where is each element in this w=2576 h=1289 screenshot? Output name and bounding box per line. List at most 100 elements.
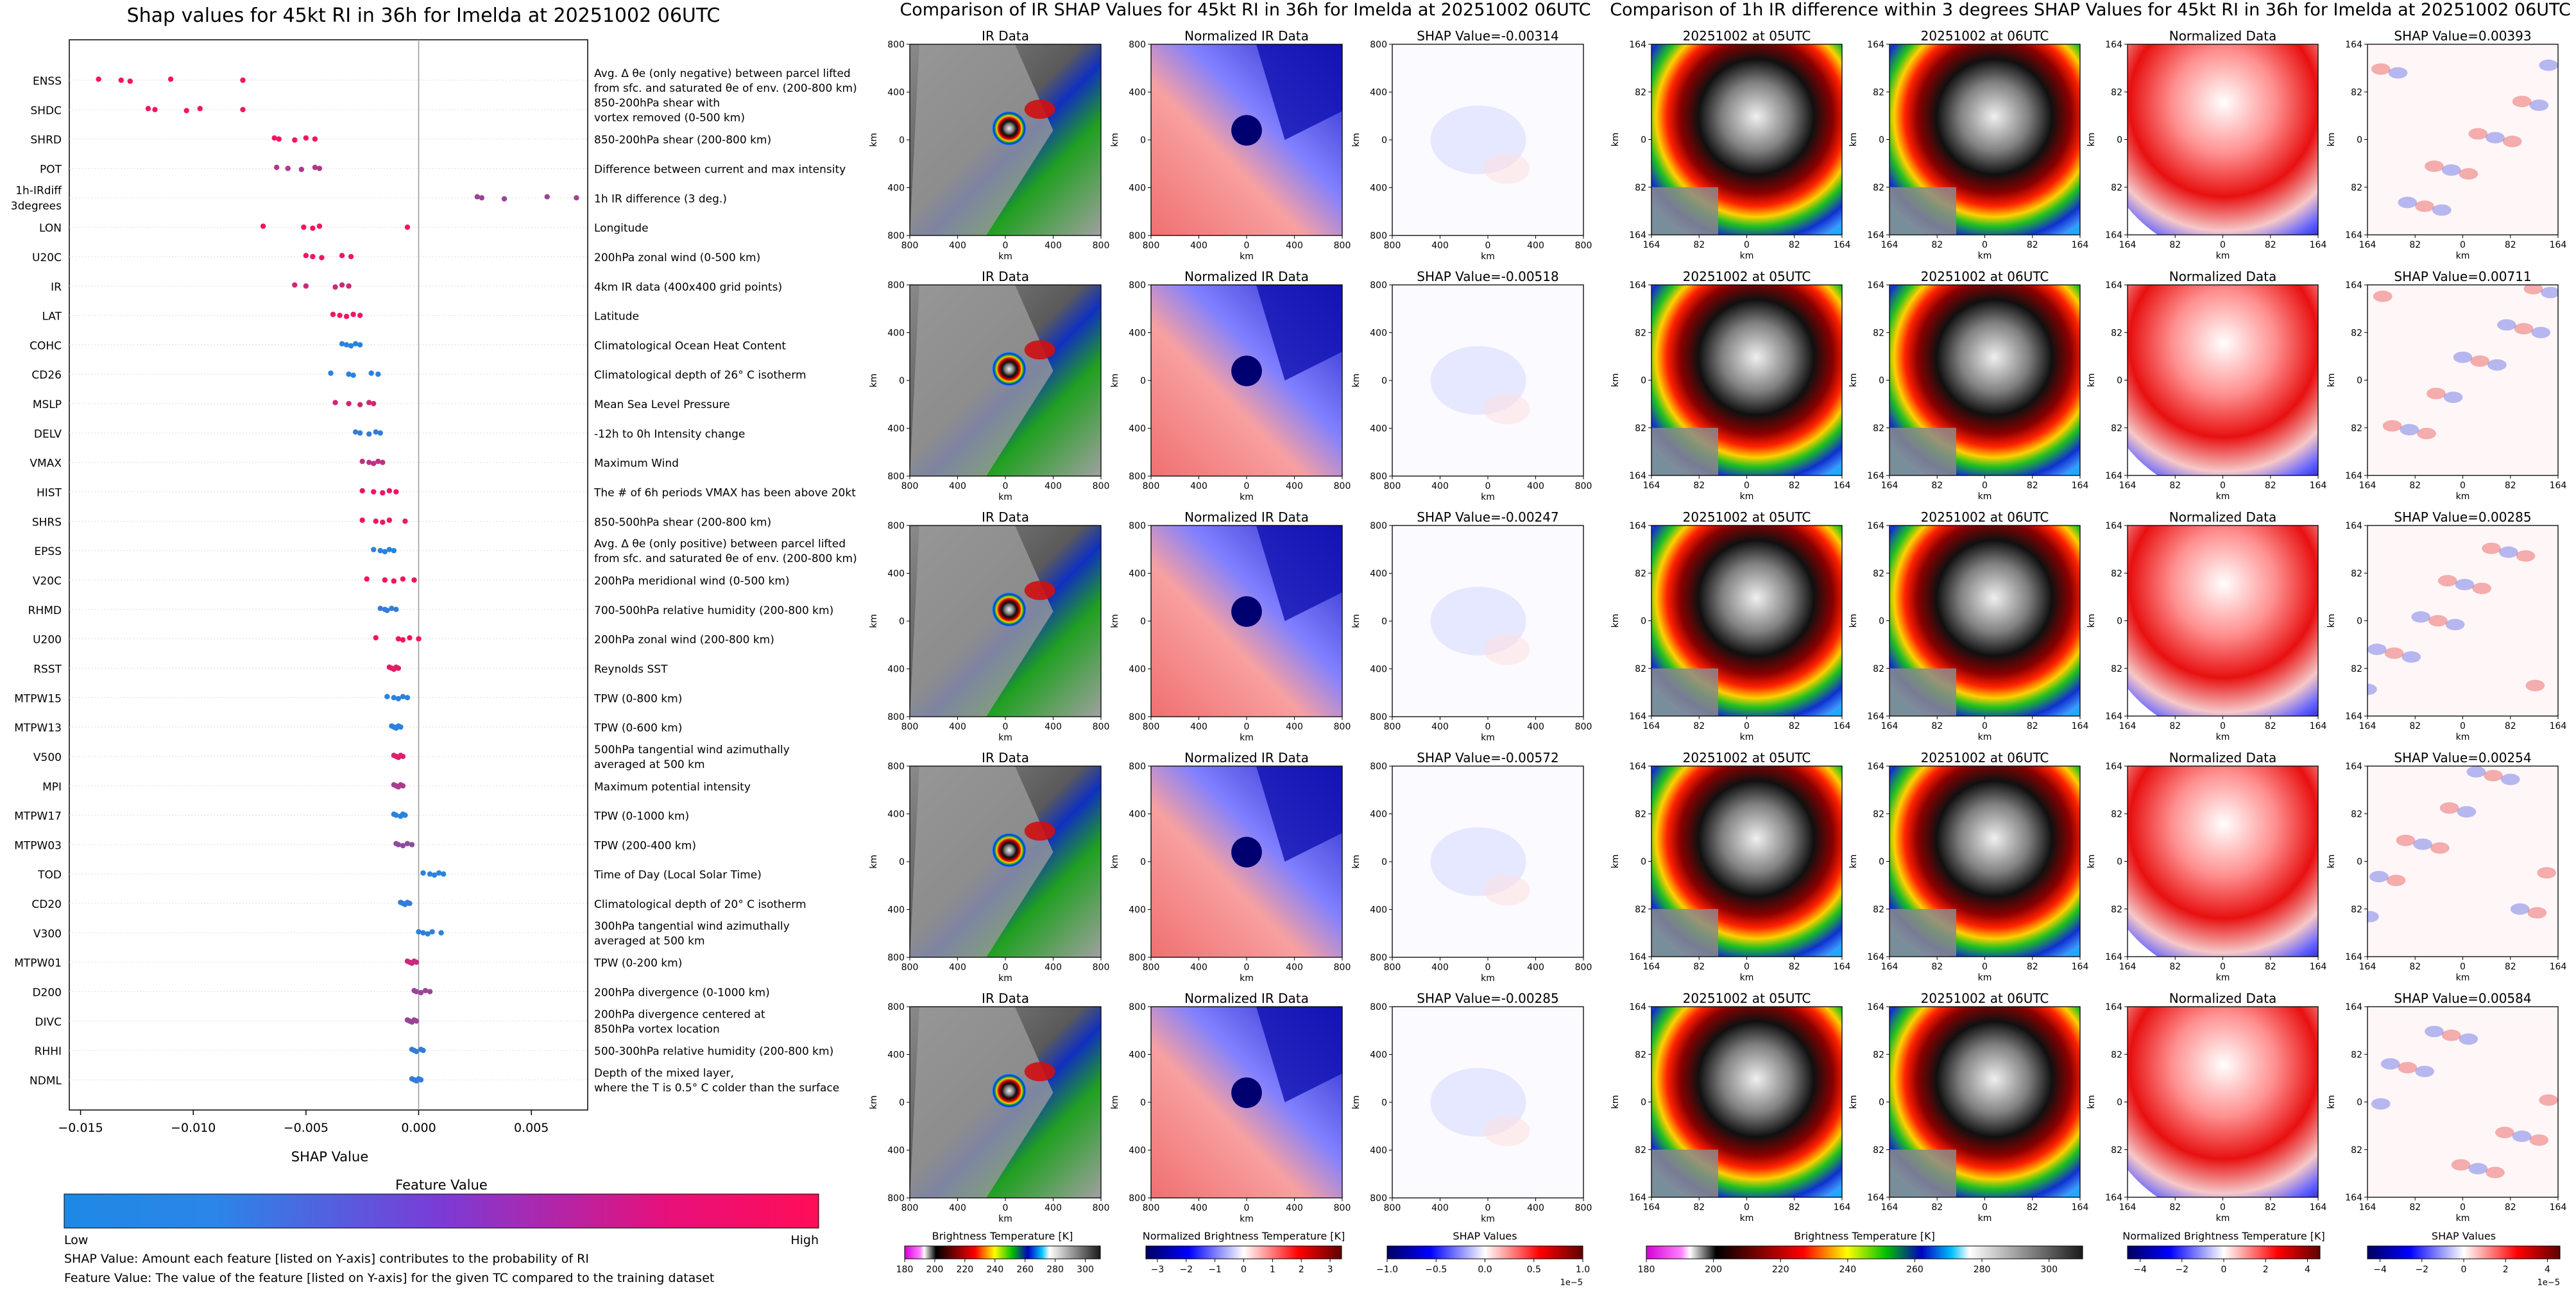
colorbar: SHAP Values −4 −2 0 2 4 1e−5 (2367, 1230, 2561, 1288)
y-axis-label: km (1610, 1095, 1621, 1109)
y-tick-label: 82 (1635, 423, 1646, 434)
shap-point (339, 253, 345, 259)
x-tick-label: 164 (2310, 481, 2327, 491)
y-tick-label: 82 (2111, 1050, 2122, 1060)
x-tick-label: −0.015 (58, 1121, 103, 1135)
shap-point (413, 959, 420, 965)
shap-point (352, 429, 359, 435)
y-tick-label: 800 (1370, 712, 1387, 722)
x-tick-label: 164 (2359, 1202, 2376, 1213)
y-tick-label: 164 (1629, 521, 1646, 531)
shap-value-note: SHAP Value: Amount each feature [listed … (64, 1252, 589, 1266)
y-axis-label: km (2326, 133, 2337, 147)
y-tick-label: 400 (1129, 88, 1146, 98)
shap-point (382, 577, 388, 583)
heatmap-panel: 20251002 at 05UTC1641648282008282164164k… (1610, 509, 1850, 742)
y-tick-label: 800 (1370, 472, 1387, 482)
x-axis-label: km (1481, 492, 1495, 502)
panel-title: 20251002 at 06UTC (1921, 509, 2049, 525)
y-tick-label: 0 (1381, 1098, 1387, 1108)
shap-point (420, 930, 426, 936)
shap-point (371, 547, 377, 552)
y-tick-label: 800 (887, 472, 905, 482)
x-tick-label: 82 (2169, 240, 2181, 250)
feature-description: -12h to 0h Intensity change (594, 428, 745, 441)
colorbar-tick-label: 280 (1046, 1265, 1064, 1275)
x-tick-label: −0.010 (171, 1121, 216, 1135)
x-tick-label: 164 (2359, 721, 2376, 731)
x-tick-label: 800 (1143, 1203, 1160, 1213)
feature-description: Maximum Wind (594, 457, 679, 470)
x-tick-label: 164 (2359, 962, 2376, 972)
shap-point (373, 635, 379, 641)
panel-title: SHAP Value=-0.00247 (1417, 509, 1558, 525)
panel-title: 20251002 at 05UTC (1683, 509, 1811, 525)
feature-description: 500-300hPa relative humidity (200-800 km… (594, 1045, 833, 1058)
y-tick-label: 0 (899, 135, 905, 146)
feature-description: 200hPa zonal wind (200-800 km) (594, 634, 774, 647)
x-tick-label: 400 (1045, 962, 1062, 973)
shap-point (544, 194, 550, 200)
x-tick-label: 164 (2550, 481, 2567, 491)
y-axis-label: km (2086, 1095, 2097, 1109)
shap-point (346, 400, 352, 407)
shap-point (391, 547, 397, 554)
colorbar-tick-label: −2 (1179, 1265, 1193, 1275)
x-axis-label: km (1740, 732, 1754, 742)
x-tick-label: 0 (2460, 240, 2466, 250)
x-axis-label: km (1978, 491, 1992, 502)
feature-description: Latitude (594, 311, 639, 323)
feature-description: Mean Sea Level Pressure (594, 398, 730, 411)
x-tick-label: 0 (1744, 1202, 1750, 1213)
y-tick-label: 400 (887, 569, 905, 579)
shap-point (332, 400, 338, 405)
x-tick-label: 800 (1334, 722, 1351, 732)
feature-label: MTPW13 (14, 722, 62, 735)
y-tick-label: 164 (2345, 521, 2362, 531)
shap-point (377, 606, 383, 611)
y-tick-label: 0 (2357, 857, 2362, 867)
y-axis-label: km (1110, 1095, 1120, 1109)
colorbar: Brightness Temperature [K] 180 200 220 240 26… (1638, 1230, 2083, 1275)
y-tick-label: 0 (2357, 135, 2362, 146)
panel-title: 20251002 at 06UTC (1921, 750, 2049, 765)
shap-point (301, 224, 307, 230)
y-tick-label: 800 (1370, 280, 1387, 291)
y-tick-label: 400 (1129, 810, 1146, 820)
colorbar-tick-label: 2 (2503, 1265, 2509, 1275)
feature-description: 200hPa zonal wind (0-500 km) (594, 252, 760, 264)
y-tick-label: 164 (2345, 1002, 2362, 1012)
x-tick-label: 164 (1643, 721, 1660, 731)
y-tick-label: 800 (1129, 1002, 1146, 1012)
shap-point (380, 459, 386, 465)
colorbar-multiplier: 1e−5 (1560, 1278, 1583, 1288)
y-tick-label: 800 (1129, 40, 1146, 50)
y-tick-label: 800 (1370, 762, 1387, 772)
x-tick-label: 82 (1693, 721, 1705, 731)
feature-label: V300 (33, 928, 62, 941)
x-tick-label: 164 (2359, 481, 2376, 491)
x-tick-label: 164 (2550, 240, 2567, 250)
feature-description: averaged at 500 km (594, 758, 705, 771)
y-tick-label: 0 (899, 857, 905, 867)
x-tick-label: 82 (2265, 721, 2276, 731)
x-axis-label: km (2456, 251, 2470, 261)
y-tick-label: 82 (2111, 664, 2122, 674)
y-tick-label: 82 (2111, 1145, 2122, 1156)
y-tick-label: 400 (1370, 665, 1387, 675)
colorbar-low-label: Low (64, 1233, 88, 1247)
shap-point (303, 135, 309, 141)
feature-description: 200hPa divergence centered at (594, 1008, 765, 1021)
y-axis-label: km (2326, 373, 2337, 388)
shap-point (364, 576, 370, 582)
heatmap-panel: SHAP Value=-0.00572800800400400004004008… (1351, 750, 1592, 984)
x-tick-label: 800 (1093, 1203, 1110, 1213)
x-tick-label: 800 (1093, 241, 1110, 251)
y-tick-label: 400 (1370, 184, 1387, 194)
y-tick-label: 164 (2345, 762, 2362, 772)
heatmap-panel: 20251002 at 05UTC1641648282008282164164k… (1610, 991, 1850, 1224)
shap-point (404, 841, 411, 847)
colorbar-tick-label: 220 (1772, 1265, 1789, 1275)
